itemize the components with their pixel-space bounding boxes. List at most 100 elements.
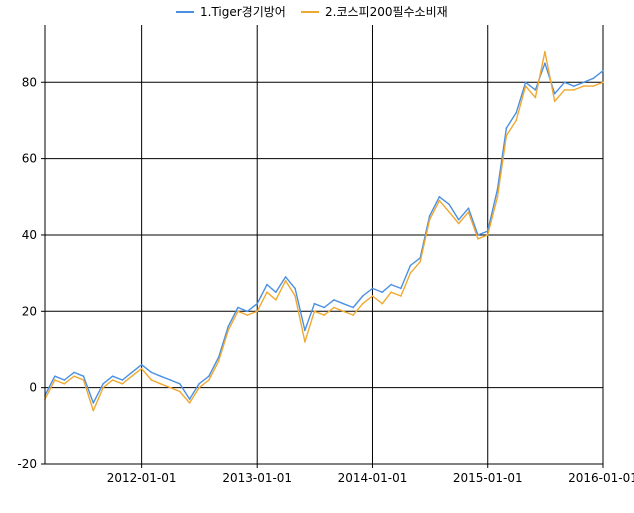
- y-tick-label: 20: [22, 304, 37, 318]
- series-1-point: [333, 299, 335, 301]
- series-1-point: [188, 398, 191, 400]
- series-1-point: [524, 81, 527, 84]
- x-tick-label: 2014-01-01: [338, 471, 408, 485]
- series-2-point: [515, 119, 517, 122]
- series-1-point: [544, 62, 546, 64]
- series-1-point: [409, 264, 412, 267]
- series-2-point: [592, 85, 595, 87]
- series-1-point: [198, 383, 200, 385]
- series-layer: [44, 50, 604, 412]
- series-2-point: [227, 329, 229, 332]
- series-1-point: [534, 89, 537, 91]
- y-tick-label: -20: [17, 457, 37, 471]
- series-2-point: [150, 379, 153, 381]
- series-1-point: [159, 375, 162, 378]
- series-1-point: [63, 379, 66, 381]
- series-2-point: [390, 291, 392, 294]
- y-tick-label: 80: [22, 75, 37, 89]
- series-2-point: [438, 199, 441, 202]
- series-1-point: [371, 287, 374, 290]
- series-2-point: [573, 89, 575, 91]
- series-2-point: [63, 383, 66, 385]
- series-1-point: [467, 207, 470, 210]
- series-2-point: [256, 310, 259, 313]
- series-1-point: [92, 402, 95, 404]
- series-2-point: [563, 89, 566, 91]
- series-1-point: [342, 302, 345, 305]
- series-2-point: [371, 295, 374, 297]
- series-2-point: [409, 272, 412, 274]
- series-2-point: [477, 237, 479, 240]
- grid: [45, 25, 604, 465]
- legend-label: 2.코스피200필수소비재: [325, 5, 448, 19]
- legend-item-1: 1.Tiger경기방어: [176, 5, 286, 19]
- series-1-point: [352, 306, 355, 309]
- series-1-point: [457, 218, 460, 221]
- series-2-point: [121, 383, 124, 385]
- series-2-point: [208, 379, 210, 381]
- series-2-point: [294, 295, 296, 297]
- series-2-point: [419, 260, 421, 263]
- series-2-point: [448, 211, 451, 213]
- series-1-point: [169, 379, 172, 381]
- series-1-point: [73, 371, 75, 374]
- series-2-point: [582, 85, 585, 87]
- series-1-point: [428, 215, 431, 217]
- series-2-point: [111, 379, 114, 381]
- series-1-point: [266, 283, 268, 286]
- series-1-point: [592, 77, 595, 80]
- series-2-point: [304, 341, 306, 343]
- series-line-1: [44, 62, 604, 404]
- series-2-point: [102, 386, 104, 389]
- series-1-point: [448, 203, 451, 206]
- series-1-point: [53, 375, 56, 378]
- series-1-point: [102, 383, 104, 385]
- series-2-point: [323, 314, 325, 316]
- series-1-point: [505, 127, 508, 129]
- series-2-point: [131, 375, 133, 378]
- series-1-point: [553, 92, 556, 95]
- series-2-point: [284, 279, 287, 282]
- series-2-point: [553, 100, 556, 103]
- series-line-2: [44, 51, 604, 412]
- axes: [41, 25, 604, 468]
- y-tick-label: 0: [29, 381, 37, 395]
- series-1-point: [150, 371, 153, 374]
- series-2-point: [73, 375, 75, 378]
- series-1-point: [582, 81, 585, 84]
- series-1-point: [131, 371, 133, 374]
- series-2-point: [53, 379, 56, 381]
- series-2-point: [169, 386, 172, 389]
- series-2-point: [352, 314, 355, 316]
- series-1-point: [294, 287, 296, 290]
- series-1-point: [563, 81, 566, 84]
- x-tick-label: 2012-01-01: [107, 471, 177, 485]
- series-2-point: [602, 81, 604, 84]
- series-2-point: [159, 383, 162, 385]
- series-1-point: [256, 302, 259, 305]
- series-2-point: [333, 306, 335, 309]
- series-1-point: [111, 375, 114, 378]
- series-1-point: [179, 383, 181, 385]
- series-2-point: [486, 234, 489, 236]
- series-2-point: [246, 314, 249, 316]
- series-1-point: [304, 329, 306, 332]
- series-1-point: [323, 306, 325, 309]
- series-2-point: [313, 310, 316, 313]
- series-2-point: [217, 360, 220, 362]
- series-2-point: [534, 96, 537, 99]
- series-1-point: [390, 283, 392, 286]
- series-2-point: [198, 386, 200, 389]
- legend: 1.Tiger경기방어 2.코스피200필수소비재: [176, 5, 448, 19]
- legend-item-2: 2.코스피200필수소비재: [301, 5, 448, 19]
- series-1-point: [237, 306, 239, 309]
- series-1-point: [284, 276, 287, 278]
- x-tick-label: 2013-01-01: [222, 471, 292, 485]
- series-2-point: [179, 390, 181, 393]
- series-1-point: [140, 363, 143, 366]
- series-2-point: [544, 50, 546, 53]
- series-2-point: [524, 85, 527, 87]
- series-1-point: [477, 234, 479, 236]
